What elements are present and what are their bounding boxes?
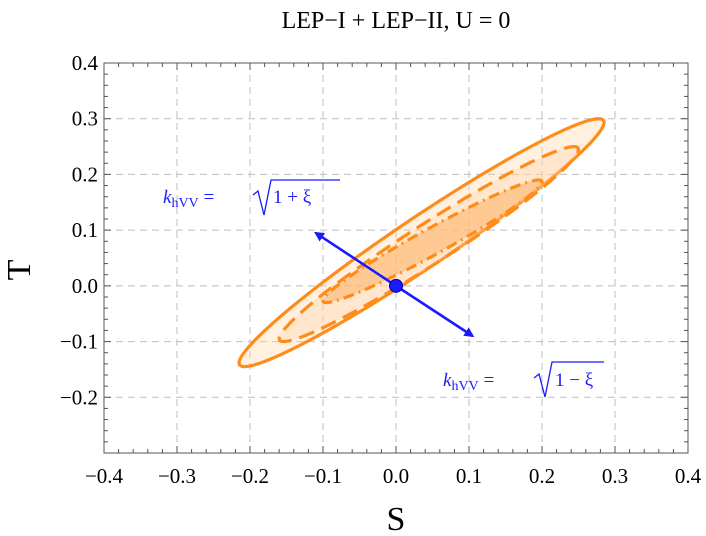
x-axis-label: S bbox=[387, 501, 406, 536]
svg-text:khVV=: khVV = bbox=[163, 187, 214, 211]
sqrt-sign bbox=[533, 361, 604, 398]
y-tick-label: −0.2 bbox=[60, 385, 98, 409]
x-tick-label: 0.2 bbox=[529, 464, 555, 488]
annotation-equals: = bbox=[204, 187, 215, 208]
svg-text:khVV=: khVV = bbox=[443, 370, 494, 394]
x-tick-label: −0.2 bbox=[231, 464, 269, 488]
confidence-ellipses bbox=[237, 117, 606, 369]
annotation-equals: = bbox=[484, 370, 495, 391]
tick-labels: −0.4 −0.3 −0.2 −0.1 0.0 0.1 0.2 0.3 0.4 −0.2 −0.1 0… bbox=[60, 51, 702, 488]
annotation-k-plus: khVV = 1 + ξ bbox=[163, 179, 340, 216]
x-tick-label: −0.1 bbox=[304, 464, 342, 488]
y-tick-label: 0.2 bbox=[72, 162, 98, 186]
y-tick-label: 0.3 bbox=[72, 107, 98, 131]
y-tick-label: 0.4 bbox=[72, 51, 99, 75]
y-tick-label: −0.1 bbox=[60, 330, 98, 354]
annotation-k-minus: khVV = 1 − ξ bbox=[443, 361, 604, 398]
arrow-plus-xi bbox=[314, 231, 397, 287]
x-tick-label: 0.1 bbox=[456, 464, 482, 488]
sqrt-sign bbox=[252, 179, 340, 216]
annotation-root-content: 1 − ξ bbox=[555, 370, 594, 391]
annotation-k: k bbox=[443, 370, 452, 391]
y-tick-label: 0.1 bbox=[72, 218, 98, 242]
annotation-subscript: hVV bbox=[171, 196, 198, 211]
x-tick-label: −0.3 bbox=[158, 464, 196, 488]
annotation-k: k bbox=[163, 187, 172, 208]
x-tick-label: −0.4 bbox=[85, 464, 124, 488]
arrow-minus-xi bbox=[395, 284, 475, 338]
axis-ticks bbox=[103, 62, 689, 454]
y-tick-label: 0.0 bbox=[72, 274, 98, 298]
sm-point bbox=[389, 278, 403, 293]
ellipse-inner bbox=[321, 178, 544, 305]
chart-title: LEP−I + LEP−II, U = 0 bbox=[282, 8, 511, 34]
x-tick-label: 0.4 bbox=[675, 464, 702, 488]
direction-arrows bbox=[314, 231, 475, 338]
x-tick-label: 0.3 bbox=[602, 464, 628, 488]
y-axis-label: T bbox=[1, 259, 38, 280]
x-tick-label: 0.0 bbox=[383, 464, 409, 488]
annotation-subscript: hVV bbox=[451, 379, 478, 394]
annotation-root-content: 1 + ξ bbox=[273, 187, 312, 208]
